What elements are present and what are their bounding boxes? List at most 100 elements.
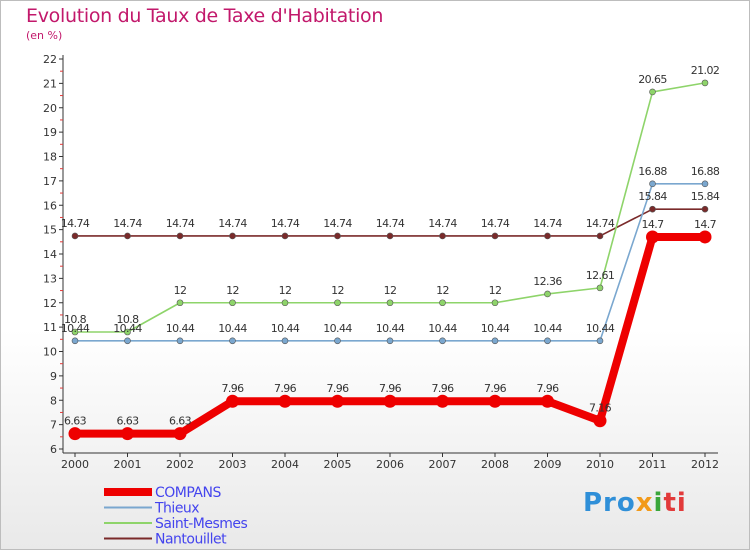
data-point <box>488 394 502 408</box>
data-point <box>281 232 289 240</box>
data-label: 10.8 <box>116 313 139 326</box>
y-tick-label: 13 <box>43 272 57 285</box>
data-label: 7.96 <box>274 382 297 395</box>
data-point <box>124 232 131 240</box>
x-tick-label: 2011 <box>639 458 667 471</box>
data-point <box>701 79 709 87</box>
data-label: 7.96 <box>536 382 559 395</box>
data-point <box>439 337 446 345</box>
data-point <box>593 414 607 428</box>
data-point <box>386 232 394 240</box>
data-label: 7.96 <box>221 382 244 395</box>
data-point <box>176 299 184 307</box>
data-point <box>334 232 341 240</box>
data-point <box>596 337 604 345</box>
x-tick-label: 2012 <box>691 458 719 471</box>
y-tick-label: 19 <box>43 126 57 139</box>
data-label: 10.44 <box>113 322 142 335</box>
legend-label: COMPANS <box>155 485 221 501</box>
data-point <box>596 232 604 240</box>
data-point <box>383 394 397 408</box>
y-tick-label: 7 <box>50 419 57 432</box>
data-point <box>386 299 394 307</box>
data-point <box>541 394 554 408</box>
data-label: 16.88 <box>638 165 667 178</box>
data-point <box>176 232 184 240</box>
data-label: 7.96 <box>379 382 402 395</box>
x-tick-label: 2009 <box>534 458 562 471</box>
data-label: 6.63 <box>169 415 192 428</box>
data-label: 14.74 <box>586 217 615 230</box>
y-tick-label: 20 <box>43 102 57 115</box>
legend-label: Saint-Mesmes <box>155 516 248 532</box>
data-label: 10.44 <box>586 322 615 335</box>
data-label: 14.74 <box>61 217 90 230</box>
data-point <box>439 299 446 307</box>
data-point <box>71 328 79 336</box>
x-tick-label: 2008 <box>481 458 509 471</box>
data-label: 14.74 <box>271 217 300 230</box>
data-point <box>491 299 499 307</box>
y-tick-label: 21 <box>43 77 57 90</box>
y-tick-label: 9 <box>50 370 57 383</box>
data-label: 14.74 <box>428 217 457 230</box>
x-tick-label: 2001 <box>114 458 142 471</box>
data-point <box>698 230 712 244</box>
data-label: 14.74 <box>376 217 405 230</box>
data-point <box>229 299 236 307</box>
data-point <box>281 299 289 307</box>
data-label: 12 <box>331 284 344 297</box>
data-label: 10.44 <box>323 322 352 335</box>
data-point <box>436 394 449 408</box>
data-label: 14.74 <box>166 217 195 230</box>
data-label: 12.36 <box>533 275 562 288</box>
data-point <box>229 232 236 240</box>
data-label: 12 <box>489 284 502 297</box>
data-point <box>331 394 344 408</box>
data-point <box>124 337 131 345</box>
logo-part: i <box>653 488 664 518</box>
x-tick-label: 2003 <box>219 458 247 471</box>
logo-part: x <box>635 488 654 518</box>
data-label: 14.74 <box>113 217 142 230</box>
data-label: 10.44 <box>218 322 247 335</box>
data-label: 6.63 <box>116 415 139 428</box>
data-point <box>278 394 292 408</box>
data-point <box>596 284 604 292</box>
data-label: 10.44 <box>166 322 195 335</box>
data-label: 14.74 <box>481 217 510 230</box>
x-tick-label: 2000 <box>61 458 89 471</box>
data-label: 7.96 <box>431 382 454 395</box>
y-tick-label: 17 <box>43 175 57 188</box>
data-label: 10.8 <box>64 313 87 326</box>
y-tick-label: 12 <box>43 297 57 310</box>
proxiti-logo: Proxiti <box>583 488 687 518</box>
data-point <box>334 299 341 307</box>
data-label: 12 <box>226 284 239 297</box>
data-label: 10.44 <box>533 322 562 335</box>
data-label: 10.44 <box>481 322 510 335</box>
y-tick-label: 18 <box>43 151 57 164</box>
y-tick-label: 10 <box>43 346 57 359</box>
series-line <box>74 183 706 342</box>
data-label: 15.84 <box>638 190 667 203</box>
data-point <box>649 88 656 96</box>
legend-label: Thieux <box>154 501 199 517</box>
data-point <box>439 232 446 240</box>
data-point <box>229 337 236 345</box>
data-label: 7.16 <box>589 402 612 415</box>
data-point <box>649 205 656 213</box>
data-label: 12 <box>436 284 449 297</box>
data-point <box>386 337 394 345</box>
data-point <box>544 290 551 298</box>
data-label: 10.44 <box>428 322 457 335</box>
x-tick-label: 2002 <box>166 458 194 471</box>
data-label: 14.7 <box>641 218 664 231</box>
data-label: 7.96 <box>484 382 507 395</box>
legend-label: Nantouillet <box>155 532 227 548</box>
data-label: 16.88 <box>691 165 720 178</box>
data-point <box>176 337 184 345</box>
data-point <box>701 180 709 188</box>
